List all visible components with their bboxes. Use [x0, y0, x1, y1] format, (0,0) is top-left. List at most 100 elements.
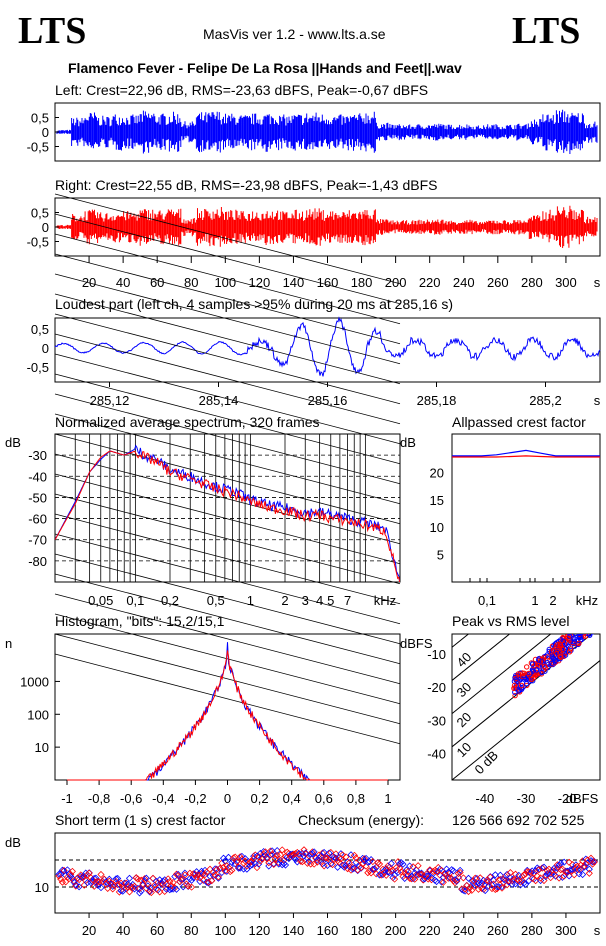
short-crest-point: [370, 865, 379, 873]
short-crest-point: [391, 875, 399, 883]
left-waveform-title: Left: Crest=22,96 dB, RMS=-23,63 dBFS, P…: [55, 82, 429, 98]
short-crest-point: [386, 868, 394, 876]
short-crest-point: [235, 864, 243, 872]
right-waveform-ytick: 0,5: [31, 206, 49, 221]
short-crest-point: [345, 859, 353, 867]
short-crest-point: [387, 859, 395, 868]
short-crest-point: [419, 875, 427, 883]
spectrum-slope-line: [54, 453, 401, 545]
short-crest-point: [558, 873, 566, 881]
time-axis-tick: 40: [116, 275, 130, 290]
short-crest-point: [310, 848, 318, 856]
short-crest-point: [404, 871, 412, 879]
right-waveform-signal: [56, 205, 598, 248]
peak-rms-point: [586, 615, 590, 619]
short-crest-point: [297, 857, 305, 865]
time-axis-tick: 140: [283, 275, 305, 290]
short-crest-point: [511, 880, 520, 888]
short-crest-point: [62, 878, 70, 886]
peak-rms-point: [586, 623, 590, 627]
short-crest-point: [508, 880, 516, 888]
short-crest-point: [256, 857, 264, 865]
peak-rms-point: [583, 625, 587, 629]
short-crest-point: [266, 847, 274, 855]
short-crest-point: [70, 878, 78, 886]
short-crest-point: [293, 858, 301, 866]
short-crest-point: [342, 853, 350, 861]
peak-rms-point: [590, 614, 594, 618]
short-crest-point: [328, 860, 337, 869]
short-crest-point: [414, 862, 422, 870]
short-crest-ylabel: dB: [5, 835, 21, 850]
peak-rms-point: [588, 620, 592, 624]
loudest-ytick: 0,5: [31, 322, 49, 337]
short-crest-point: [139, 880, 147, 888]
histogram-xtick: -0,2: [184, 791, 206, 806]
short-crest-point: [188, 883, 196, 891]
short-crest-xunit: s: [594, 923, 601, 938]
short-crest-point: [409, 874, 417, 883]
short-crest-xtick: 160: [317, 923, 339, 938]
peak-rms-point: [554, 642, 560, 648]
logo-left: LTS: [18, 10, 87, 52]
spectrum-series-left: [55, 444, 400, 582]
short-crest-point: [375, 860, 384, 868]
short-crest-point: [555, 874, 563, 882]
peak-rms-point: [591, 611, 595, 615]
short-crest-point: [488, 881, 496, 889]
peak-rms-diagonal: [452, 634, 470, 648]
peak-rms-point: [572, 636, 578, 642]
peak-rms-point: [593, 612, 597, 616]
short-crest-point: [417, 870, 426, 878]
short-crest-xtick: 240: [453, 923, 475, 938]
spectrum-slope-line: [54, 353, 401, 445]
short-crest-point: [506, 869, 514, 877]
peak-rms-point: [589, 616, 593, 620]
peak-rms-point: [580, 634, 585, 635]
short-crest-point: [265, 862, 273, 870]
loudest-xtick: 285,14: [199, 393, 239, 408]
short-crest-point: [463, 882, 471, 890]
short-crest-point: [78, 873, 87, 881]
short-crest-xtick: 140: [283, 923, 305, 938]
short-crest-point: [92, 878, 100, 886]
spectrum-slope-line: [54, 513, 401, 605]
peak-rms-point: [590, 622, 594, 626]
peak-rms-point: [578, 628, 582, 632]
short-crest-point: [125, 874, 134, 882]
short-crest-point: [92, 874, 100, 882]
short-crest-point: [308, 848, 316, 856]
loudest-xunit: s: [594, 393, 601, 408]
peak-rms-point: [580, 622, 584, 626]
histogram-ylabel: n: [5, 636, 12, 651]
spectrum-slope-line: [54, 293, 401, 385]
crest-xtick: 0,1: [478, 593, 496, 608]
peak-rms-point: [558, 654, 564, 660]
peak-rms-point: [584, 625, 588, 629]
short-crest-point: [199, 876, 207, 884]
short-crest-point: [565, 858, 573, 866]
peak-rms-point: [550, 648, 557, 654]
short-crest-point: [471, 874, 479, 882]
short-crest-point: [292, 850, 300, 858]
short-crest-point: [496, 871, 504, 879]
histogram-xtick: 0: [224, 791, 231, 806]
histogram-ytick: 10: [35, 740, 49, 755]
peak-rms-point: [590, 634, 595, 635]
spectrum-slope-line: [54, 613, 401, 705]
short-crest-point: [209, 871, 217, 879]
peak-rms-diag-label: 20: [454, 709, 475, 730]
spectrum-slope-line: [54, 593, 401, 685]
peak-rms-point: [573, 634, 579, 637]
short-crest-point: [552, 872, 560, 880]
short-crest-point: [109, 882, 117, 890]
peak-rms-point: [593, 617, 597, 621]
short-crest-point: [177, 875, 186, 883]
histogram-xtick: 0,2: [251, 791, 269, 806]
histogram-frame: [54, 633, 401, 781]
short-crest-point: [532, 877, 540, 885]
short-crest-point: [490, 876, 498, 884]
histogram-series-right: [67, 650, 388, 781]
left-waveform-ytick: -0,5: [27, 140, 49, 155]
short-crest-point: [310, 860, 318, 868]
